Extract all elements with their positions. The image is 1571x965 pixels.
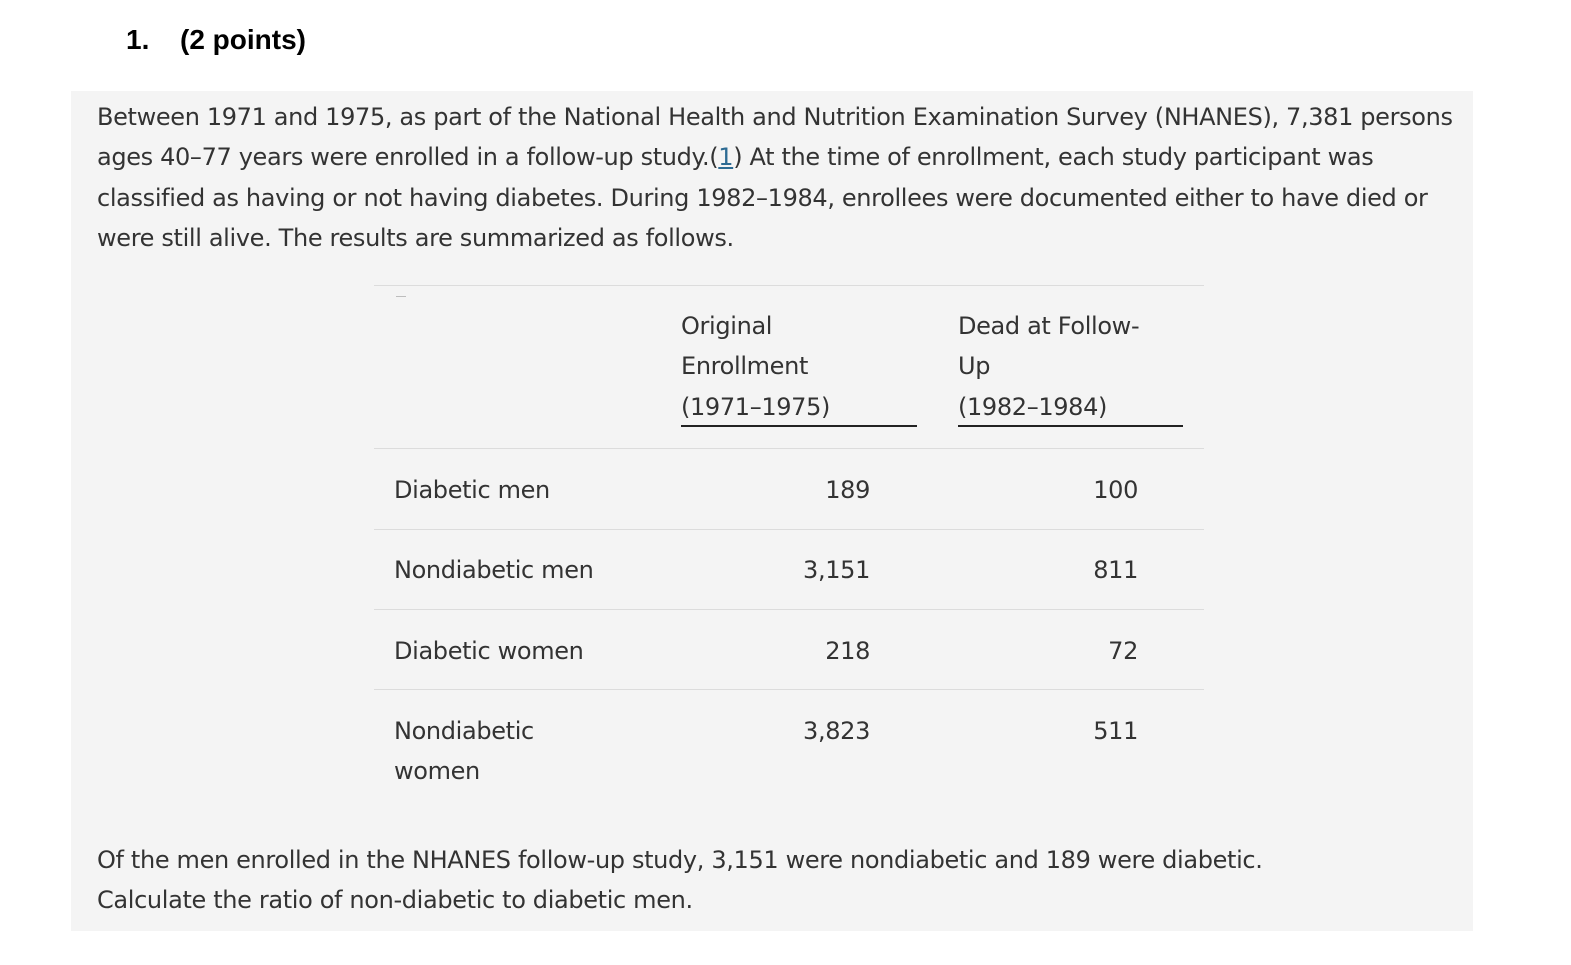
cell-nondiabetic-women-original: 3,823 — [803, 717, 870, 745]
question-prompt: Of the men enrolled in the NHANES follow… — [97, 840, 1467, 921]
header-bottom-rule — [374, 448, 1204, 449]
intro-paragraph: Between 1971 and 1975, as part of the Na… — [97, 97, 1467, 258]
row-divider — [374, 529, 1204, 530]
row-label-diabetic-women: Diabetic women — [394, 637, 584, 665]
column-header-dead: Dead at Follow- Up (1982–1984) — [958, 306, 1198, 427]
column-header-original: Original Enrollment (1971–1975) — [681, 306, 921, 427]
cell-nondiabetic-men-dead: 811 — [1093, 556, 1138, 584]
cell-nondiabetic-women-dead: 511 — [1093, 717, 1138, 745]
data-table: Original Enrollment (1971–1975) Dead at … — [374, 285, 1204, 805]
question-points: (2 points) — [180, 24, 306, 55]
row-label-nondiabetic-women-line1: Nondiabetic — [394, 717, 534, 745]
column-header-dead-line3: (1982–1984) — [958, 392, 1108, 421]
intro-text-start: Between 1971 and 1975, as part of the Na… — [97, 103, 1453, 172]
column-header-original-line2: Enrollment — [681, 352, 809, 381]
question-prompt-line1: Of the men enrolled in the NHANES follow… — [97, 846, 1263, 874]
question-prompt-line2: Calculate the ratio of non-diabetic to d… — [97, 886, 693, 915]
column-header-dead-line1: Dead at Follow- — [958, 312, 1140, 340]
table-top-rule — [374, 285, 1204, 286]
row-label-nondiabetic-men: Nondiabetic men — [394, 556, 594, 584]
row-label-diabetic-men: Diabetic men — [394, 476, 550, 504]
column-header-original-underline — [681, 425, 917, 427]
row-label-nondiabetic-women-line2: women — [394, 757, 480, 786]
row-divider — [374, 609, 1204, 610]
row-divider — [374, 689, 1204, 690]
question-heading: 1. (2 points) — [126, 24, 306, 56]
question-panel: Between 1971 and 1975, as part of the Na… — [71, 91, 1473, 931]
intro-text-end: ) At the time of enrollment, each study … — [97, 143, 1428, 252]
row-label-nondiabetic-women: Nondiabetic women — [394, 711, 534, 792]
cell-nondiabetic-men-original: 3,151 — [803, 556, 870, 584]
header-corner-mark — [396, 296, 406, 297]
reference-link[interactable]: 1 — [718, 143, 734, 172]
column-header-original-line3: (1971–1975) — [681, 392, 831, 421]
cell-diabetic-men-dead: 100 — [1093, 476, 1138, 504]
question-number: 1. — [126, 24, 150, 55]
cell-diabetic-men-original: 189 — [825, 476, 870, 504]
column-header-dead-line2: Up — [958, 352, 991, 381]
cell-diabetic-women-dead: 72 — [1108, 637, 1138, 665]
column-header-original-line1: Original — [681, 312, 773, 340]
cell-diabetic-women-original: 218 — [825, 637, 870, 665]
column-header-dead-underline — [958, 425, 1183, 427]
